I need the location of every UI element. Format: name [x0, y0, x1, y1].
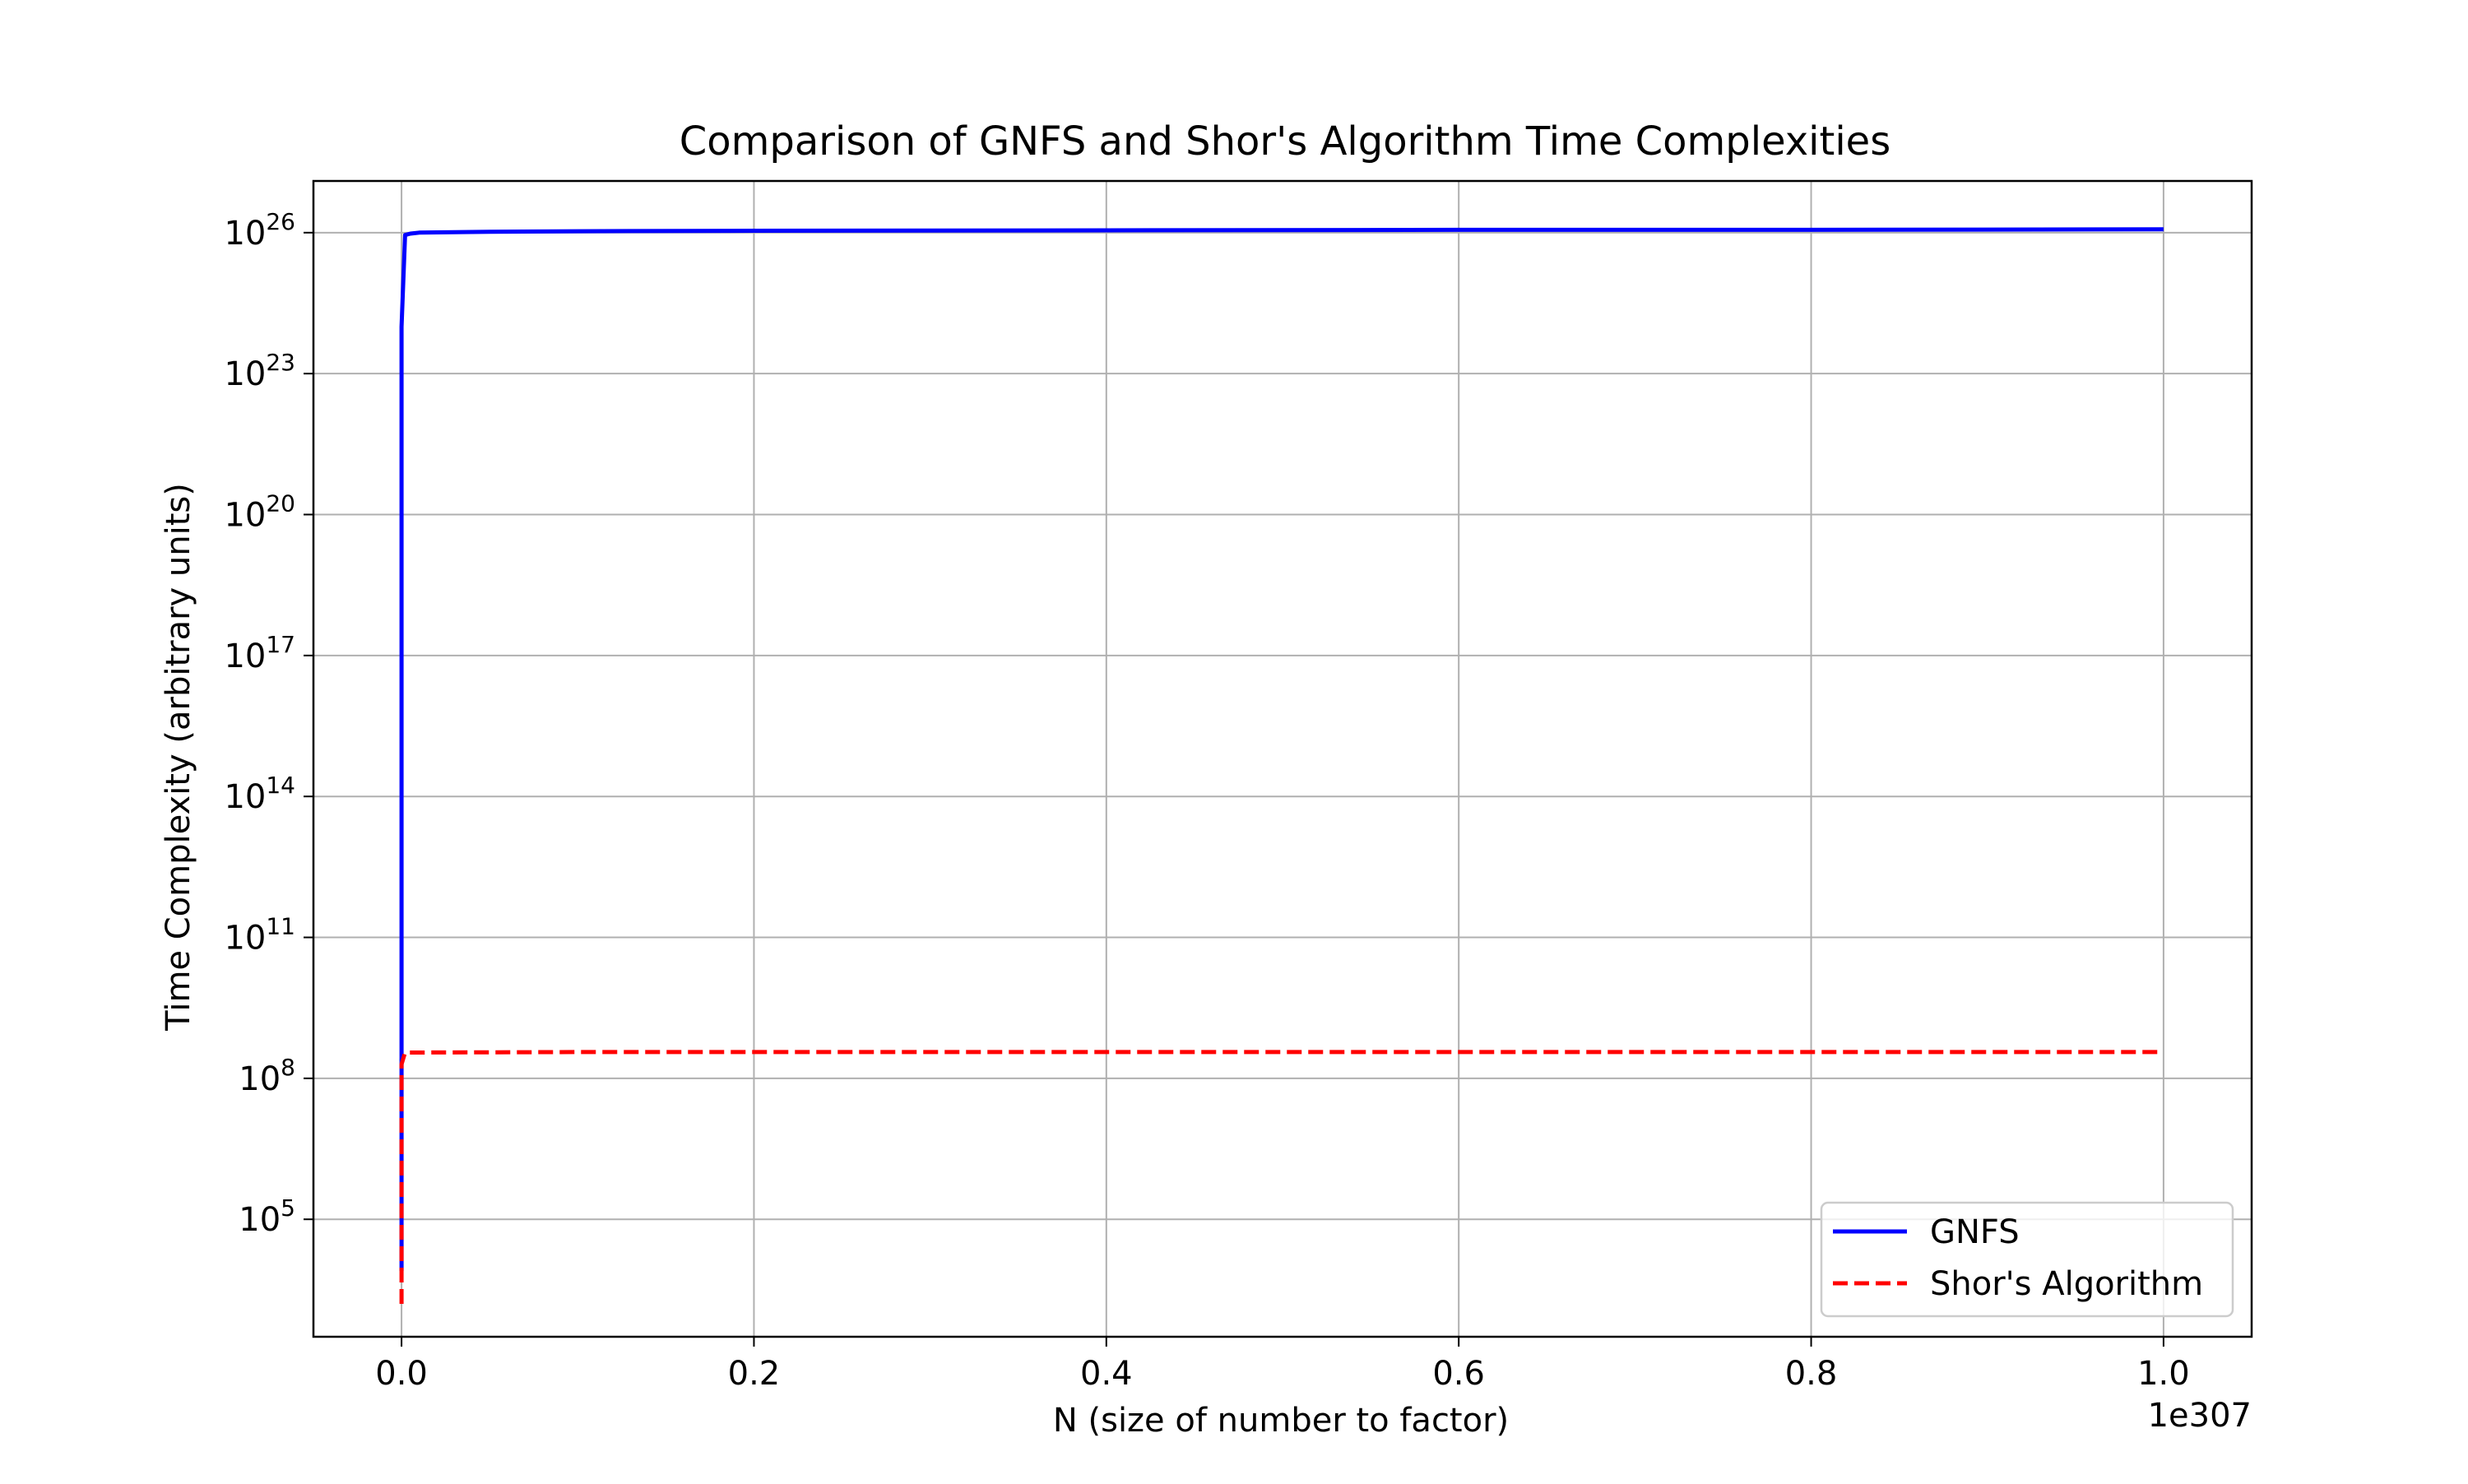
x-axis-label: N (size of number to factor)	[1053, 1402, 1509, 1440]
y-tick-label: 105	[239, 1194, 295, 1239]
legend: GNFS Shor's Algorithm	[1820, 1201, 2234, 1318]
y-tick-label: 1020	[224, 490, 295, 535]
x-axis-offset-text: 1e307	[2148, 1397, 2252, 1435]
y-tick-label: 1023	[224, 349, 295, 393]
x-tick-label: 0.4	[1080, 1355, 1133, 1393]
x-tick-label: 0.6	[1432, 1355, 1485, 1393]
y-axis-ticks: 105 108 1011 1014 1017 1020 1023 1026	[224, 208, 313, 1239]
legend-box	[1820, 1201, 2234, 1318]
series-lines	[399, 227, 2164, 1304]
x-tick-label: 1.0	[2137, 1355, 2190, 1393]
series-line-gnfs	[399, 227, 2164, 1271]
y-tick-label: 1026	[224, 208, 295, 253]
x-axis-ticks: 0.0 0.2 0.4 0.6 0.8 1.0	[375, 1337, 2190, 1393]
x-tick-label: 0.2	[728, 1355, 781, 1393]
y-tick-label: 1014	[224, 772, 295, 816]
y-tick-label: 1017	[224, 631, 295, 675]
chart-title: Comparison of GNFS and Shor's Algorithm …	[680, 118, 1890, 165]
plot-area-frame	[312, 179, 2253, 1338]
series-line-shor-s-algorithm	[399, 1050, 2164, 1304]
legend-label-shors-algorithm: Shor's Algorithm	[1930, 1265, 2203, 1303]
x-tick-label: 0.8	[1785, 1355, 1838, 1393]
y-axis-label: Time Complexity (arbitrary units)	[160, 483, 197, 1032]
grid-lines	[313, 181, 2252, 1337]
y-tick-label: 108	[239, 1054, 295, 1098]
x-tick-label: 0.0	[375, 1355, 428, 1393]
y-tick-label: 1011	[224, 913, 295, 958]
legend-label-gnfs: GNFS	[1930, 1213, 2020, 1251]
